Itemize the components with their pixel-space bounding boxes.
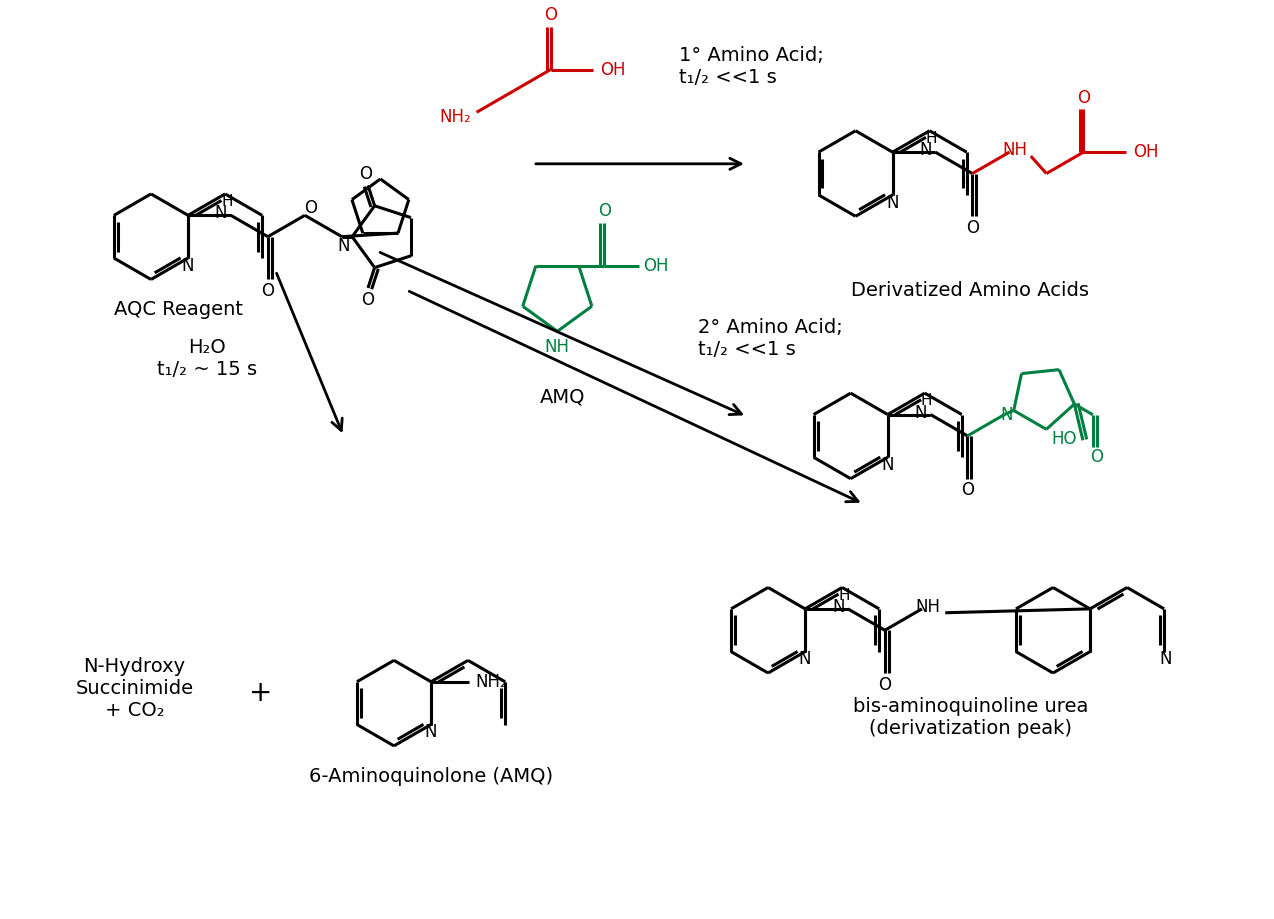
- Text: HO: HO: [1051, 430, 1077, 448]
- Text: NH: NH: [915, 598, 940, 616]
- Text: AQC Reagent: AQC Reagent: [113, 301, 243, 319]
- Text: N: N: [215, 204, 227, 222]
- Text: N: N: [920, 142, 931, 159]
- Text: N-Hydroxy
Succinimide
+ CO₂: N-Hydroxy Succinimide + CO₂: [75, 657, 194, 720]
- Text: H: H: [838, 588, 850, 603]
- Text: bis-aminoquinoline urea
(derivatization peak): bis-aminoquinoline urea (derivatization …: [852, 698, 1088, 738]
- Text: N: N: [915, 403, 927, 422]
- Text: N: N: [1000, 405, 1013, 424]
- Text: NH: NH: [545, 338, 569, 356]
- Text: O: O: [598, 202, 610, 221]
- Text: N: N: [1159, 651, 1172, 668]
- Text: OH: OH: [600, 61, 626, 78]
- Text: O: O: [878, 675, 892, 694]
- Text: O: O: [966, 219, 978, 237]
- Text: H₂O
t₁/₂ ~ 15 s: H₂O t₁/₂ ~ 15 s: [158, 337, 257, 379]
- Text: H: H: [921, 393, 933, 408]
- Text: +: +: [250, 679, 273, 708]
- Text: O: O: [961, 482, 975, 499]
- Text: H: H: [926, 131, 938, 146]
- Text: N: N: [182, 256, 195, 275]
- Text: N: N: [338, 237, 350, 255]
- Text: OH: OH: [643, 256, 669, 275]
- Text: N: N: [832, 598, 845, 616]
- Text: O: O: [261, 282, 274, 301]
- Text: H: H: [222, 194, 233, 210]
- Text: N: N: [799, 651, 812, 668]
- Text: O: O: [359, 165, 372, 183]
- Text: N: N: [887, 194, 899, 211]
- Text: OH: OH: [1133, 143, 1158, 161]
- Text: AMQ: AMQ: [539, 388, 585, 406]
- Text: O: O: [1091, 448, 1103, 466]
- Text: Derivatized Amino Acids: Derivatized Amino Acids: [851, 280, 1089, 300]
- Text: 6-Aminoquinolone (AMQ): 6-Aminoquinolone (AMQ): [308, 766, 553, 786]
- Text: O: O: [304, 199, 317, 217]
- Text: 1° Amino Acid;
t₁/₂ <<1 s: 1° Amino Acid; t₁/₂ <<1 s: [679, 46, 823, 87]
- Text: O: O: [362, 290, 375, 309]
- Text: NH₂: NH₂: [440, 108, 471, 126]
- Text: 2° Amino Acid;
t₁/₂ <<1 s: 2° Amino Acid; t₁/₂ <<1 s: [698, 318, 843, 359]
- Text: O: O: [544, 6, 557, 24]
- Text: NH₂: NH₂: [475, 673, 507, 691]
- Text: N: N: [882, 456, 894, 474]
- Text: NH: NH: [1003, 142, 1028, 159]
- Text: O: O: [1077, 89, 1091, 107]
- Text: N: N: [424, 723, 437, 742]
